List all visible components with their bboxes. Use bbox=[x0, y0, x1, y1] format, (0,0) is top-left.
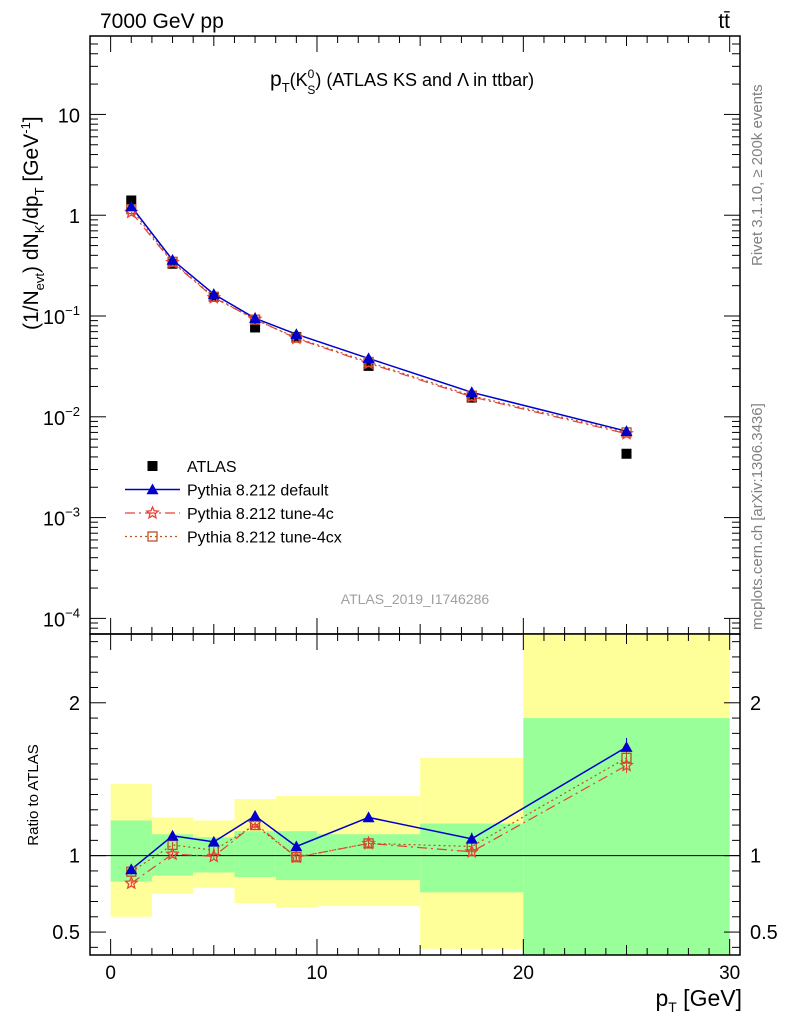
ratio-y-tick-label: 2 bbox=[69, 693, 80, 715]
y-tick-label: 10 bbox=[58, 105, 80, 127]
atlas-point bbox=[147, 461, 158, 471]
tune4c-point bbox=[145, 505, 160, 520]
tune4c-point bbox=[165, 846, 180, 861]
ratio-y-axis-label: Ratio to ATLAS bbox=[25, 744, 42, 845]
tune4c-point bbox=[619, 757, 634, 772]
default-point bbox=[146, 483, 159, 495]
default-main-line bbox=[130, 206, 627, 432]
tune4cx-ratio-line bbox=[130, 757, 627, 873]
tune4c-point bbox=[206, 848, 222, 863]
atlas-point bbox=[250, 322, 261, 333]
legend-label-tune4cx: Pythia 8.212 tune-4cx bbox=[187, 530, 342, 547]
ratio-y-tick-label-right: 0.5 bbox=[750, 922, 778, 944]
mcplots-note: mcplots.cern.ch [arXiv:1306.3436] bbox=[749, 403, 766, 630]
main-y-axis-label: (1/Nevt) dNK/dpT [GeV-1] bbox=[18, 116, 47, 330]
plot-title: pT(K0 S) (ATLAS KS and Λ in ttbar) bbox=[270, 67, 534, 97]
legend-label-tune4c: Pythia 8.212 tune-4c bbox=[187, 506, 334, 523]
tune4c-main-line bbox=[130, 211, 627, 435]
default-point bbox=[166, 829, 179, 841]
default-point bbox=[465, 386, 478, 398]
process-label: tt̄ bbox=[718, 10, 730, 33]
legend: ATLAS Pythia 8.212 default Pythia 8.212 tu… bbox=[125, 459, 342, 547]
legend-label-atlas: ATLAS bbox=[187, 459, 237, 476]
atlas-point bbox=[466, 392, 477, 403]
default-point bbox=[249, 312, 262, 324]
tune4c-point bbox=[619, 426, 634, 440]
tune4c-point bbox=[123, 875, 139, 890]
legend-label-default: Pythia 8.212 default bbox=[187, 483, 329, 500]
atlas-point bbox=[621, 448, 632, 459]
default-point bbox=[290, 328, 303, 340]
default-ratio-line bbox=[130, 746, 627, 870]
x-tick-label: 0 bbox=[105, 963, 116, 984]
chart-marks: 0 10 20 30 10 1 10−1 10−2 10−3 10−4 0.5 0.5 1 1 2 2 bbox=[43, 35, 778, 984]
default-point bbox=[166, 253, 179, 265]
tune4c-point bbox=[464, 844, 480, 859]
y-tick-label: 10−1 bbox=[43, 303, 80, 329]
default-point bbox=[207, 288, 220, 299]
atlas-point bbox=[126, 195, 137, 206]
tune4c-point bbox=[206, 290, 222, 304]
tune4cx-point bbox=[147, 531, 158, 542]
ratio-panel bbox=[89, 633, 741, 956]
band-inner-bin bbox=[234, 831, 276, 878]
x-tick-label: 20 bbox=[513, 963, 534, 984]
tune4c-point bbox=[361, 835, 376, 850]
x-tick-label: 10 bbox=[306, 963, 327, 984]
ratio-y-tick-label-right: 1 bbox=[750, 846, 761, 868]
rivet-note: Rivet 3.1.10, ≥ 200k events bbox=[749, 84, 766, 266]
y-tick-label: 1 bbox=[69, 206, 80, 228]
ratio-y-tick-label: 0.5 bbox=[52, 922, 80, 944]
energy-label: 7000 GeV pp bbox=[100, 10, 224, 33]
x-tick-label: 30 bbox=[719, 963, 740, 984]
default-point bbox=[465, 832, 478, 844]
default-point bbox=[207, 835, 220, 847]
default-point bbox=[362, 811, 375, 823]
default-point bbox=[620, 741, 633, 752]
tune4c-point bbox=[247, 815, 263, 830]
y-tick-label: 10−4 bbox=[43, 605, 80, 631]
default-point bbox=[125, 863, 138, 875]
tune4cx-main-line bbox=[130, 208, 627, 433]
x-axis-label: pT [GeV] bbox=[655, 985, 742, 1015]
ratio-y-tick-label: 1 bbox=[69, 846, 80, 868]
y-tick-label: 10−2 bbox=[43, 404, 80, 430]
y-tick-label: 10−3 bbox=[43, 505, 80, 531]
default-point bbox=[620, 425, 633, 436]
default-point bbox=[125, 200, 138, 212]
tune4c-point bbox=[165, 254, 180, 269]
default-point bbox=[362, 352, 375, 364]
analysis-id: ATLAS_2019_I1746286 bbox=[341, 591, 490, 607]
tune4cx-point bbox=[621, 752, 632, 763]
tune4c-point bbox=[288, 849, 304, 864]
default-point bbox=[249, 809, 262, 821]
ratio-y-tick-label-right: 2 bbox=[750, 693, 761, 715]
default-point bbox=[290, 840, 303, 852]
